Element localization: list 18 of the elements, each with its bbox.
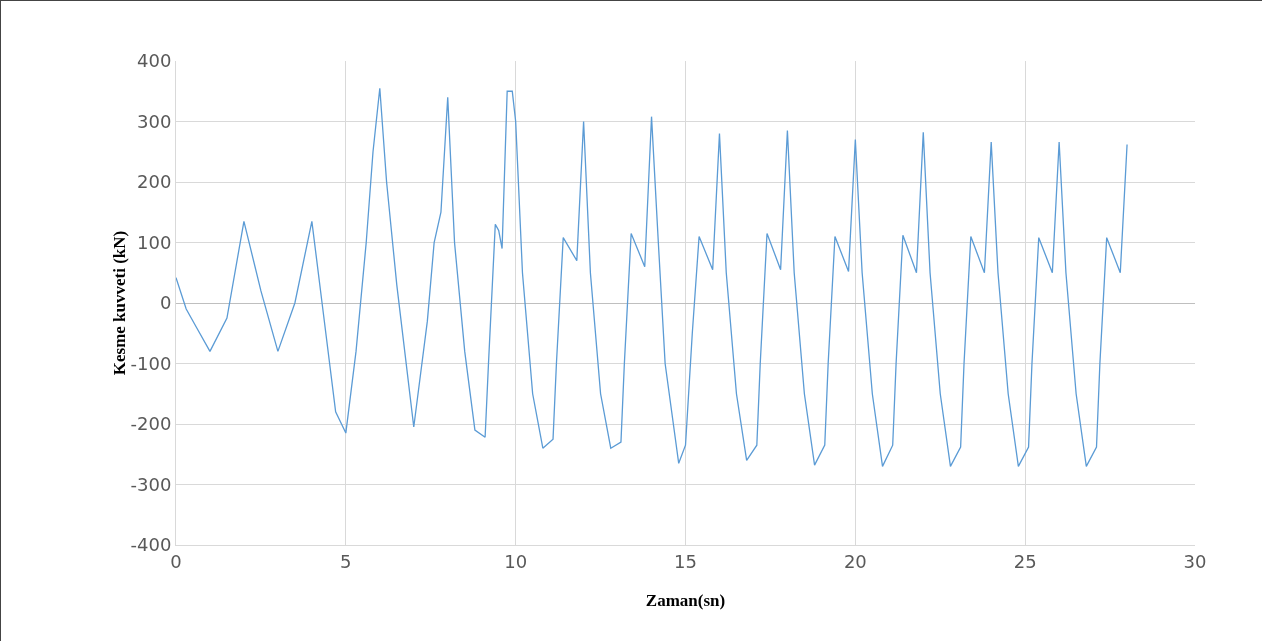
y-tick-label: 400 [137, 50, 172, 72]
y-tick-label: -400 [130, 534, 172, 556]
y-tick-label: 300 [137, 110, 172, 132]
x-tick-label: 25 [1013, 550, 1037, 572]
y-tick-label: -300 [130, 473, 172, 495]
x-tick-label: 30 [1183, 550, 1207, 572]
y-tick-label: -100 [130, 352, 172, 374]
line-series [176, 87, 1128, 467]
x-tick-label: 5 [340, 550, 352, 572]
y-tick-label: 0 [159, 292, 172, 314]
x-tick-label: 20 [843, 550, 867, 572]
y-tick-label: 200 [137, 171, 172, 193]
x-tick-label: 10 [504, 550, 528, 572]
x-tick-label: 15 [674, 550, 697, 572]
x-axis-title: Zaman(sn) [645, 591, 726, 610]
y-tick-label: 100 [137, 231, 172, 253]
y-axis-title: Kesme kuvveti (kN) [109, 230, 129, 376]
y-tick-label: -200 [130, 413, 172, 435]
